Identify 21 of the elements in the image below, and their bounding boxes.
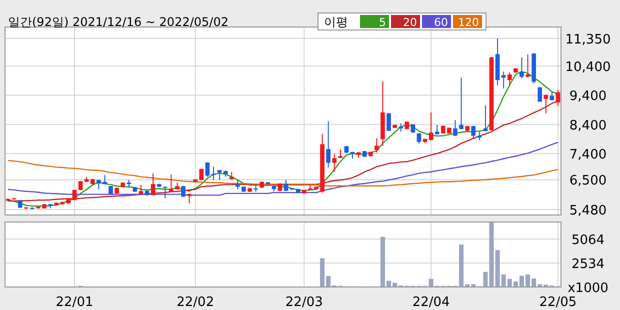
y-tick-label: 5,480: [569, 203, 607, 218]
text: 5: [379, 16, 386, 29]
y-tick-label: 10,400: [565, 60, 611, 76]
y-tick-label: 11,350: [565, 32, 611, 48]
x-tick-label: 22/01: [56, 295, 94, 310]
y-tick-label: 7,400: [569, 148, 607, 162]
y-tick-label: 2534: [571, 256, 605, 272]
x-tick-label: 22/04: [412, 295, 450, 310]
chart-title: 일간(92일) 2021/12/16 ~ 2022/05/02: [8, 15, 228, 29]
legend-title: 이평: [324, 15, 348, 29]
text: 60: [434, 16, 448, 29]
y-tick-label: 6,500: [569, 174, 607, 189]
text: 20: [403, 16, 417, 29]
y-tick-label: 5064: [571, 233, 605, 248]
x-tick-label: 22/03: [285, 295, 323, 310]
y-tick-label: 8,400: [569, 118, 607, 134]
text: 120: [458, 16, 479, 29]
y-tick-label: 9,400: [569, 89, 607, 104]
x-tick-label: 22/02: [176, 295, 214, 310]
x-tick-label: 22/05: [539, 295, 577, 310]
y-tick-label: x1000: [568, 281, 608, 296]
